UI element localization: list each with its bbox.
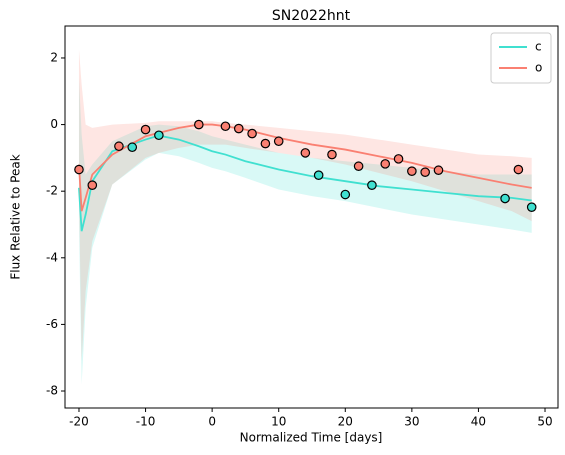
x-axis-label: Normalized Time [days]: [240, 431, 383, 445]
observation: [260, 138, 271, 149]
observation: [140, 124, 151, 135]
plot-frame: [64, 25, 559, 409]
y-tick-label: -8: [46, 384, 58, 398]
observation: [194, 119, 204, 130]
observation: [526, 202, 537, 212]
observation: [87, 180, 98, 190]
x-tick-label: 30: [404, 415, 419, 429]
observation: [407, 166, 417, 177]
confidence-band: [78, 77, 532, 385]
observation: [247, 128, 257, 139]
chart-title: SN2022hnt: [272, 8, 351, 24]
x-tick-label: 10: [271, 415, 286, 429]
y-tick-label: -2: [46, 184, 58, 198]
confidence-band: [78, 49, 532, 362]
observation: [273, 136, 284, 147]
observation: [433, 165, 444, 176]
observation: [127, 142, 138, 153]
y-tick-label: 0: [50, 117, 58, 131]
observation: [367, 180, 377, 190]
x-tick-label: 20: [338, 415, 353, 429]
observation: [353, 161, 364, 172]
observation: [500, 193, 510, 204]
y-tick-label: 2: [50, 50, 58, 64]
observation: [380, 159, 391, 169]
model-line: [78, 134, 532, 232]
legend-label: o: [535, 61, 542, 75]
observation: [313, 170, 324, 181]
observation: [233, 123, 244, 134]
legend-label: c: [535, 40, 542, 54]
observation: [74, 164, 84, 175]
observation: [340, 189, 351, 200]
observation: [420, 167, 430, 178]
observation: [154, 130, 164, 141]
observation: [513, 164, 524, 175]
x-tick-label: 50: [537, 415, 552, 429]
observation: [114, 141, 124, 152]
observation: [220, 121, 231, 132]
y-tick-label: -4: [46, 250, 58, 264]
observation: [393, 154, 404, 164]
y-tick-label: -6: [46, 317, 58, 331]
x-tick-label: -20: [69, 415, 89, 429]
x-tick-label: -10: [136, 415, 156, 429]
y-axis-label: Flux Relative to Peak: [9, 154, 23, 279]
observation: [300, 148, 311, 158]
x-tick-label: 0: [208, 415, 216, 429]
plot: [74, 49, 537, 385]
x-tick-label: 40: [471, 415, 486, 429]
legend-box: [490, 32, 552, 84]
observation: [327, 149, 337, 160]
